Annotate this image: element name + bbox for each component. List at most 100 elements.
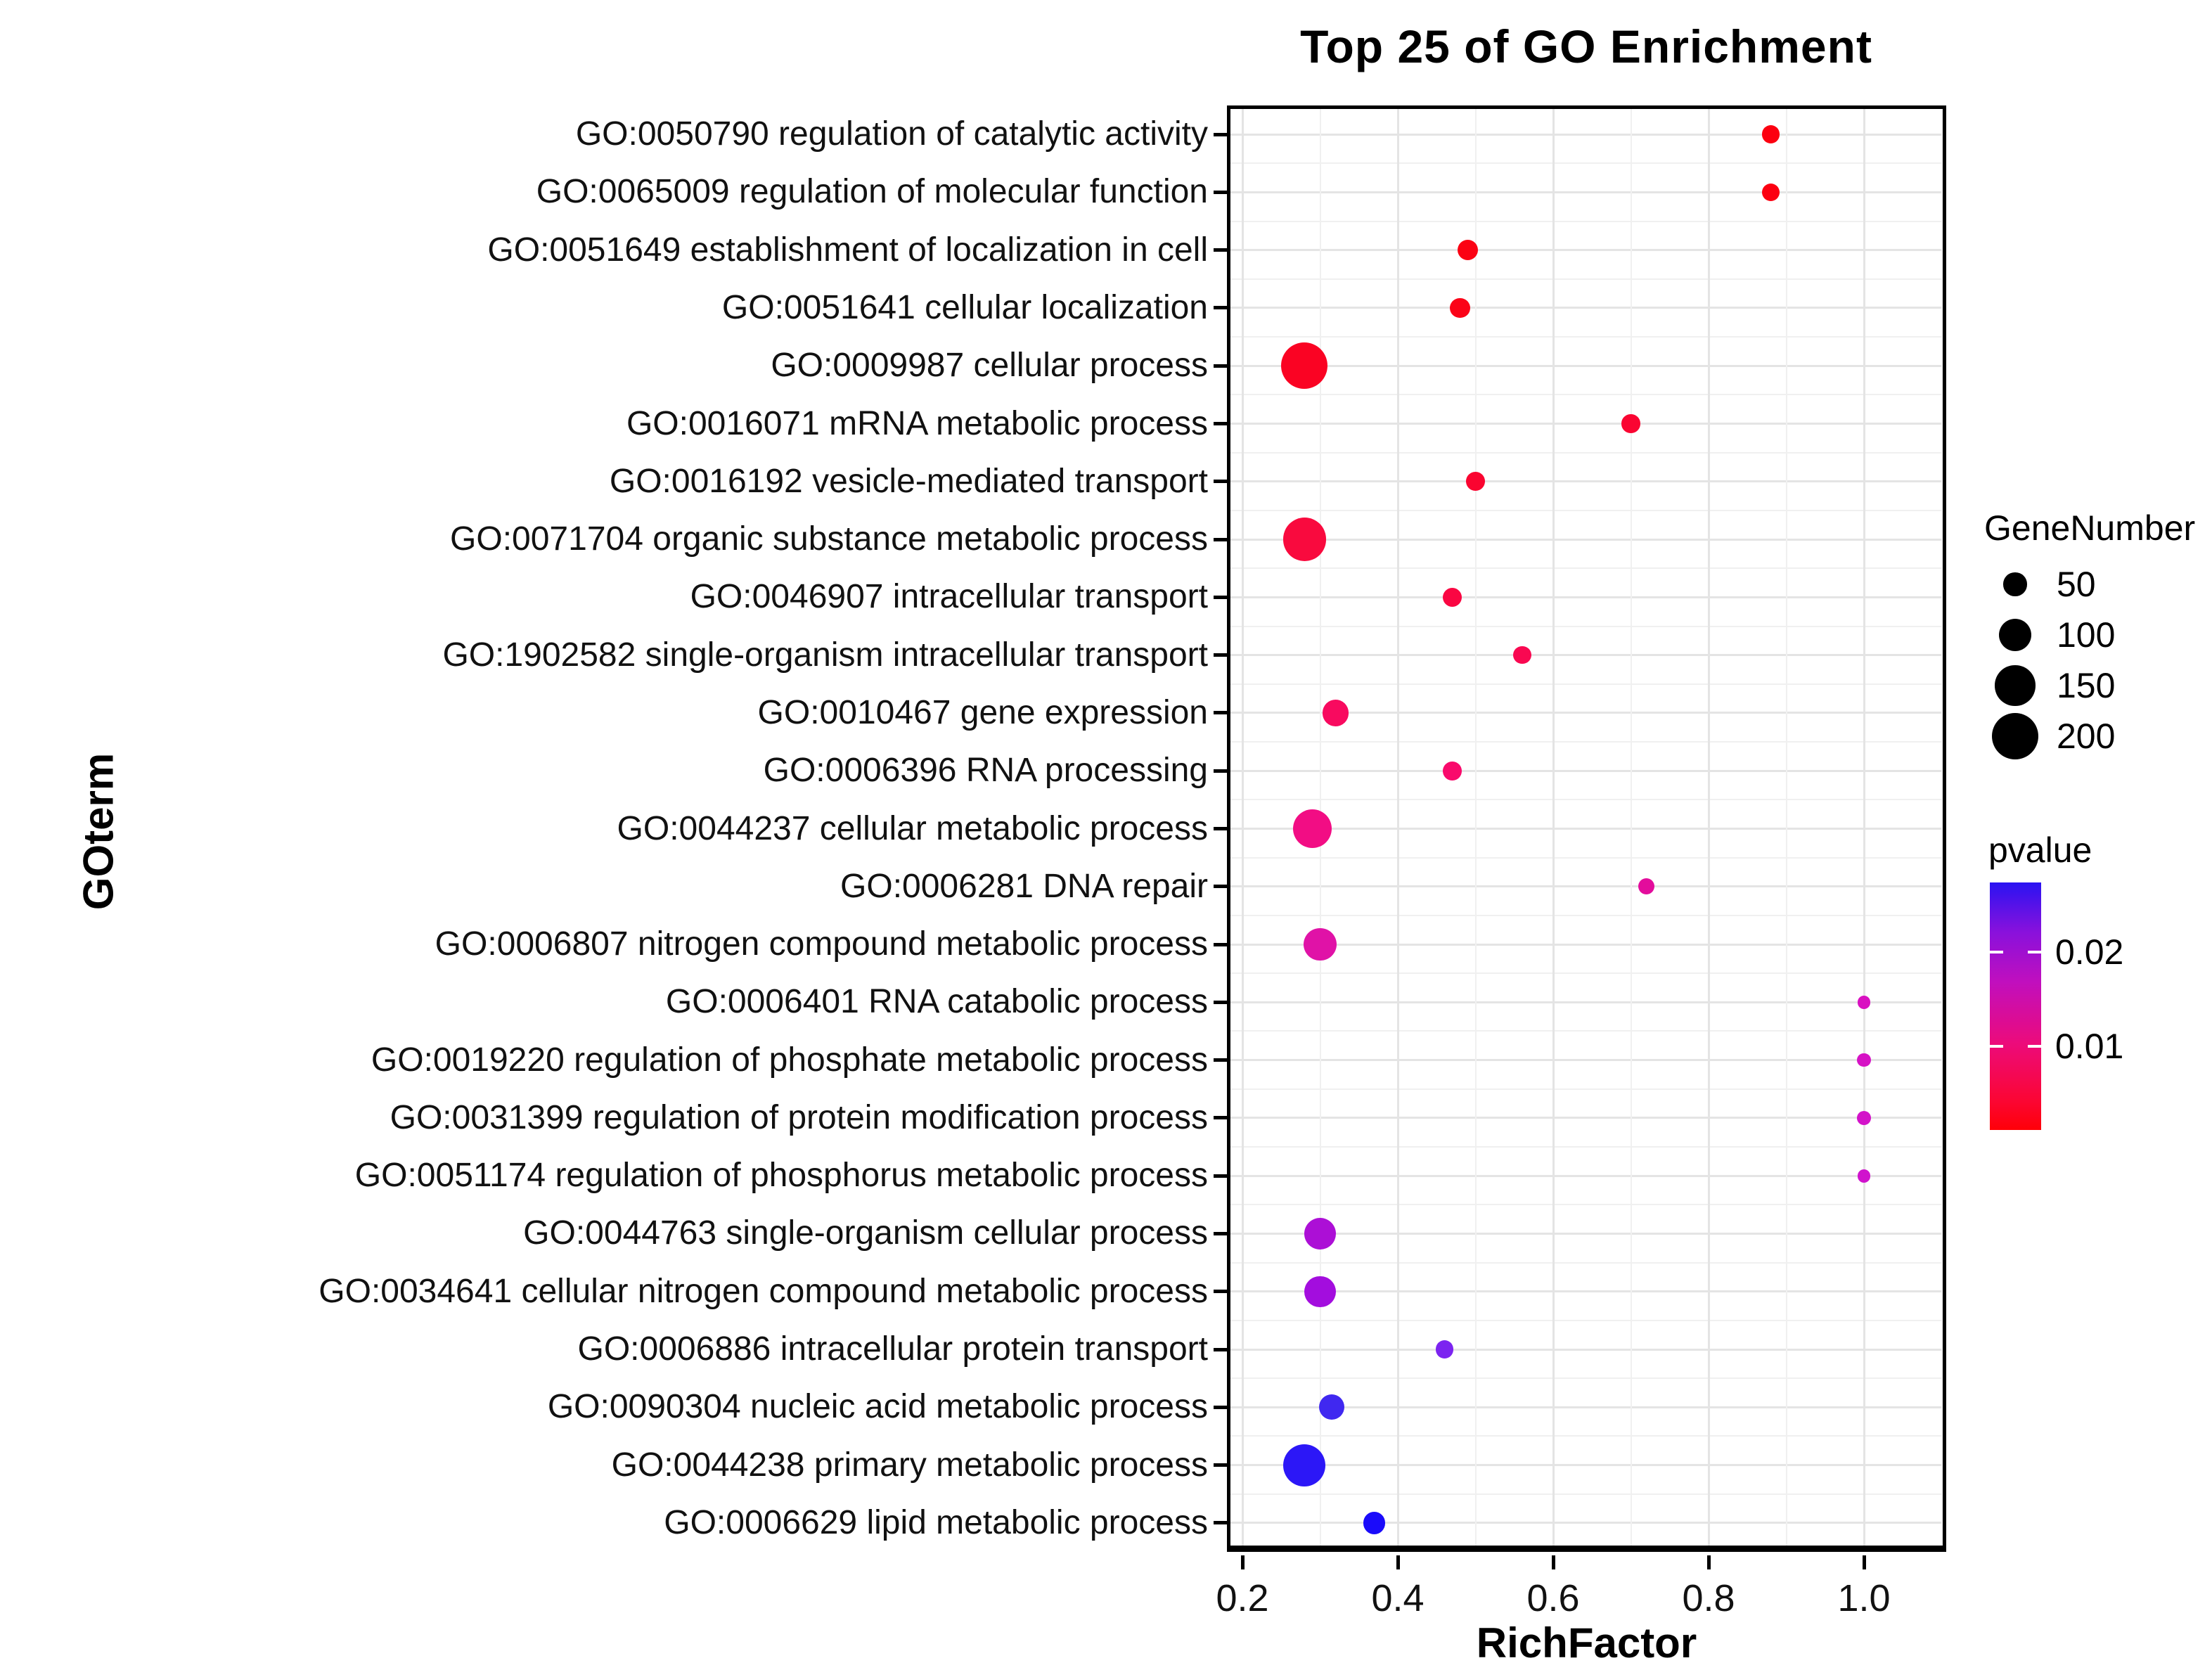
h-gridline-minor bbox=[1227, 278, 1946, 280]
y-axis-tick-label: GO:1902582 single-organism intracellular… bbox=[442, 636, 1208, 674]
data-point bbox=[1292, 809, 1332, 849]
y-axis-tick-label: GO:0090304 nucleic acid metabolic proces… bbox=[547, 1388, 1208, 1426]
h-gridline-minor bbox=[1227, 162, 1946, 165]
h-gridline-minor bbox=[1227, 683, 1946, 685]
y-axis-tick-label: GO:0044237 cellular metabolic process bbox=[617, 809, 1208, 847]
y-axis-tick-mark bbox=[1214, 422, 1227, 426]
y-axis-tick-mark bbox=[1214, 711, 1227, 715]
h-gridline-major bbox=[1227, 1232, 1946, 1235]
y-axis-tick-mark bbox=[1214, 248, 1227, 252]
data-point bbox=[1621, 414, 1640, 433]
y-axis-tick-label: GO:0016192 vesicle-mediated transport bbox=[609, 462, 1208, 500]
gene-number-legend-label: 100 bbox=[2057, 615, 2116, 655]
h-gridline-minor bbox=[1227, 567, 1946, 570]
data-point bbox=[1283, 1444, 1326, 1486]
pvalue-colorbar-tick bbox=[1990, 1045, 2003, 1048]
y-axis-tick-mark bbox=[1214, 306, 1227, 310]
y-axis-tick-mark bbox=[1214, 1058, 1227, 1062]
gene-number-legend-label: 50 bbox=[2057, 565, 2096, 604]
h-gridline-minor bbox=[1227, 1146, 1946, 1148]
data-point bbox=[1304, 1276, 1336, 1307]
data-point bbox=[1363, 1512, 1386, 1534]
h-gridline-major bbox=[1227, 712, 1946, 714]
h-gridline-major bbox=[1227, 769, 1946, 772]
data-point bbox=[1638, 878, 1655, 895]
v-gridline-minor bbox=[1785, 105, 1787, 1552]
h-gridline-minor bbox=[1227, 914, 1946, 916]
y-axis-tick-label: GO:0044238 primary metabolic process bbox=[611, 1446, 1208, 1484]
gene-number-legend-dot bbox=[1995, 665, 2036, 706]
h-gridline-major bbox=[1227, 654, 1946, 657]
h-gridline-major bbox=[1227, 1406, 1946, 1408]
x-axis-tick-label: 0.2 bbox=[1216, 1577, 1269, 1619]
data-point bbox=[1322, 700, 1349, 726]
h-gridline-minor bbox=[1227, 1204, 1946, 1206]
gene-number-legend-dot bbox=[1998, 618, 2032, 652]
h-gridline-minor bbox=[1227, 394, 1946, 396]
chart-title: Top 25 of GO Enrichment bbox=[1300, 20, 1872, 72]
x-axis-tick-mark bbox=[1396, 1555, 1400, 1569]
gene-number-legend-dot bbox=[2003, 572, 2027, 596]
h-gridline-minor bbox=[1227, 1377, 1946, 1380]
h-gridline-major bbox=[1227, 307, 1946, 309]
h-gridline-major bbox=[1227, 1464, 1946, 1467]
pvalue-colorbar bbox=[1990, 882, 2041, 1130]
y-axis-tick-label: GO:0046907 intracellular transport bbox=[690, 578, 1208, 616]
h-gridline-minor bbox=[1227, 856, 1946, 859]
y-axis-tick-mark bbox=[1214, 537, 1227, 541]
y-axis-tick-label: GO:0006396 RNA processing bbox=[763, 752, 1208, 790]
h-gridline-major bbox=[1227, 1117, 1946, 1119]
h-gridline-major bbox=[1227, 480, 1946, 483]
h-gridline-minor bbox=[1227, 1435, 1946, 1437]
h-gridline-major bbox=[1227, 943, 1946, 946]
v-gridline-major bbox=[1863, 105, 1865, 1552]
pvalue-colorbar-tick bbox=[1990, 950, 2003, 953]
y-axis-tick-mark bbox=[1214, 480, 1227, 484]
v-gridline-minor bbox=[1474, 105, 1477, 1552]
h-gridline-minor bbox=[1227, 1030, 1946, 1032]
y-axis-tick-label: GO:0006401 RNA catabolic process bbox=[665, 983, 1208, 1021]
y-axis-tick-label: GO:0051641 cellular localization bbox=[721, 288, 1208, 326]
y-axis-tick-mark bbox=[1214, 769, 1227, 773]
gene-number-legend-label: 200 bbox=[2057, 717, 2116, 756]
y-axis-tick-mark bbox=[1214, 132, 1227, 136]
v-gridline-minor bbox=[1941, 105, 1943, 1552]
data-point bbox=[1318, 1394, 1345, 1420]
h-gridline-minor bbox=[1227, 741, 1946, 743]
h-gridline-major bbox=[1227, 538, 1946, 541]
x-axis-tick-label: 0.4 bbox=[1371, 1577, 1425, 1619]
y-axis-tick-label: GO:0016071 mRNA metabolic process bbox=[626, 404, 1208, 442]
v-gridline-major bbox=[1241, 105, 1244, 1552]
y-axis-tick-label: GO:0006629 lipid metabolic process bbox=[664, 1503, 1208, 1541]
y-axis-tick-label: GO:0006281 DNA repair bbox=[840, 867, 1208, 905]
data-point bbox=[1442, 761, 1462, 781]
data-point bbox=[1457, 239, 1479, 261]
pvalue-legend-title: pvalue bbox=[1988, 830, 2092, 870]
y-axis-tick-label: GO:0006807 nitrogen compound metabolic p… bbox=[435, 925, 1208, 963]
x-axis-tick-mark bbox=[1240, 1555, 1245, 1569]
x-axis-tick-mark bbox=[1862, 1555, 1866, 1569]
data-point bbox=[1304, 1217, 1337, 1250]
x-axis-tick-label: 1.0 bbox=[1837, 1577, 1891, 1619]
data-point bbox=[1857, 1053, 1871, 1067]
v-gridline-major bbox=[1552, 105, 1555, 1552]
y-axis-tick-mark bbox=[1214, 1000, 1227, 1004]
y-axis-tick-mark bbox=[1214, 364, 1227, 368]
data-point bbox=[1435, 1340, 1454, 1359]
x-axis-tick-mark bbox=[1551, 1555, 1555, 1569]
x-axis-tick-label: 0.8 bbox=[1682, 1577, 1735, 1619]
y-axis-tick-label: GO:0051649 establishment of localization… bbox=[487, 231, 1208, 269]
data-point bbox=[1466, 472, 1485, 492]
pvalue-colorbar-label: 0.02 bbox=[2055, 932, 2124, 972]
data-point bbox=[1442, 587, 1462, 608]
h-gridline-minor bbox=[1227, 972, 1946, 975]
h-gridline-minor bbox=[1227, 451, 1946, 454]
y-axis-tick-label: GO:0034641 cellular nitrogen compound me… bbox=[319, 1272, 1208, 1310]
y-axis-tick-label: GO:0044763 single-organism cellular proc… bbox=[523, 1214, 1208, 1252]
h-gridline-minor bbox=[1227, 336, 1946, 338]
x-axis-tick-mark bbox=[1706, 1555, 1711, 1569]
h-gridline-major bbox=[1227, 596, 1946, 598]
y-axis-tick-mark bbox=[1214, 1405, 1227, 1409]
y-axis-tick-mark bbox=[1214, 942, 1227, 946]
